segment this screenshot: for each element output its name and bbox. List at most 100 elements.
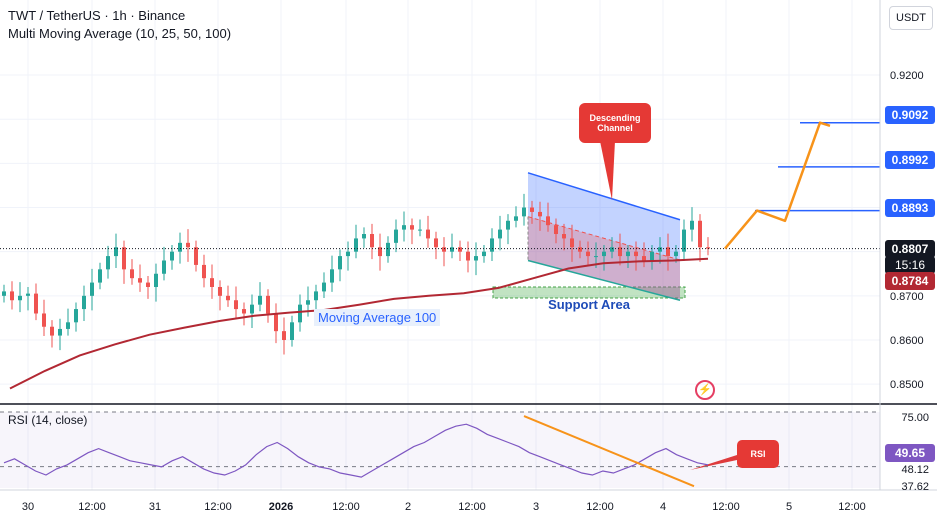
level-label-3: 0.8893 xyxy=(885,199,935,217)
candle-body xyxy=(562,234,566,239)
candle-body xyxy=(106,256,110,270)
level-label-1: 0.9092 xyxy=(885,106,935,124)
candle-body xyxy=(402,225,406,230)
x-tick-label: 12:00 xyxy=(712,501,740,513)
candle-body xyxy=(506,220,510,230)
y-tick-label: 0.8700 xyxy=(890,291,924,303)
candle-body xyxy=(410,225,414,230)
currency-button[interactable]: USDT xyxy=(889,6,933,30)
candle-body xyxy=(18,295,22,301)
rsi-band xyxy=(0,412,880,488)
candle-body xyxy=(682,229,686,252)
candle-body xyxy=(442,247,446,252)
candle-body xyxy=(210,278,214,287)
candle-body xyxy=(674,251,678,257)
candle-body xyxy=(554,225,558,235)
candle-body xyxy=(418,229,422,231)
ma100-line xyxy=(9,257,709,390)
candle-body xyxy=(650,251,654,261)
candle-body xyxy=(186,242,190,248)
rsi-value-label: 49.65 xyxy=(885,444,935,462)
target-levels xyxy=(0,121,880,250)
candle-body xyxy=(514,216,518,221)
ma-annotation: Moving Average 100 xyxy=(314,309,441,326)
x-tick-label: 12:00 xyxy=(838,501,866,513)
chart-title: TWT / TetherUS · 1h · Binance xyxy=(8,8,186,23)
descending-channel xyxy=(527,141,681,301)
x-tick-label: 30 xyxy=(22,501,34,513)
candle-body xyxy=(122,247,126,270)
candle-body xyxy=(90,282,94,296)
candle-body xyxy=(114,247,118,257)
candle-body xyxy=(578,247,582,252)
candle-body xyxy=(490,238,494,252)
candle-body xyxy=(642,256,646,261)
candle-body xyxy=(546,216,550,226)
support-annotation: Support Area xyxy=(548,297,630,312)
candle-body xyxy=(242,309,246,314)
candle-body xyxy=(258,295,262,305)
indicator-label: Multi Moving Average (10, 25, 50, 100) xyxy=(8,26,232,41)
candle-body xyxy=(34,293,38,314)
candle-body xyxy=(130,269,134,279)
candle-body xyxy=(298,304,302,323)
rsi-trendline xyxy=(523,415,695,488)
candle-body xyxy=(602,251,606,257)
candle-body xyxy=(178,242,182,252)
candle-body xyxy=(146,282,150,287)
candle-body xyxy=(698,220,702,248)
candle-body xyxy=(362,234,366,239)
candle-body xyxy=(450,247,454,252)
candle-body xyxy=(626,251,630,257)
candle-body xyxy=(634,251,638,257)
x-tick-label: 31 xyxy=(149,501,161,513)
candle-body xyxy=(330,269,334,283)
candle-body xyxy=(306,300,310,305)
candle-body xyxy=(50,326,54,336)
candle-body xyxy=(378,247,382,257)
last-price-label: 0.8807 xyxy=(885,240,935,258)
candle-body xyxy=(10,291,14,301)
channel-callout: Descending Channel xyxy=(579,103,651,143)
candle-body xyxy=(530,207,534,212)
y-tick-label: 0.8500 xyxy=(890,379,924,391)
rsi-callout: RSI xyxy=(737,440,779,468)
candle-body xyxy=(250,304,254,314)
support-area xyxy=(492,286,686,299)
rsi-tick-bottom: 37.62 xyxy=(901,481,929,493)
x-tick-label: 2026 xyxy=(269,501,293,513)
projection-line xyxy=(724,121,831,250)
candle-body xyxy=(338,256,342,270)
candle-body xyxy=(482,251,486,257)
candles xyxy=(2,193,710,355)
candle-body xyxy=(354,238,358,252)
candle-body xyxy=(2,291,6,296)
candle-body xyxy=(170,251,174,261)
rsi-callout-text: RSI xyxy=(750,449,766,459)
channel-mid-line xyxy=(527,216,681,261)
candle-body xyxy=(154,273,158,287)
x-tick-label: 12:00 xyxy=(204,501,232,513)
candle-body xyxy=(570,238,574,248)
candle-body xyxy=(474,256,478,261)
candle-body xyxy=(426,229,430,239)
rsi-callout-pointer xyxy=(690,455,737,470)
x-tick-label: 3 xyxy=(533,501,539,513)
channel-callout-text: Descending Channel xyxy=(589,113,641,133)
rsi-pane xyxy=(0,411,880,488)
channel-upper-line xyxy=(527,172,681,221)
candle-body xyxy=(194,247,198,265)
logo-icon[interactable]: ⚡ xyxy=(695,380,715,400)
candle-body xyxy=(434,238,438,248)
candle-body xyxy=(498,229,502,239)
x-tick-label: 12:00 xyxy=(78,501,106,513)
candle-body xyxy=(82,295,86,310)
level-label-2: 0.8992 xyxy=(885,151,935,169)
channel-lower-line xyxy=(527,259,681,301)
x-tick-label: 12:00 xyxy=(332,501,360,513)
candle-body xyxy=(594,256,598,258)
candle-body xyxy=(586,251,590,257)
candle-body xyxy=(234,300,238,310)
rsi-ma-value: 48.12 xyxy=(901,464,929,476)
